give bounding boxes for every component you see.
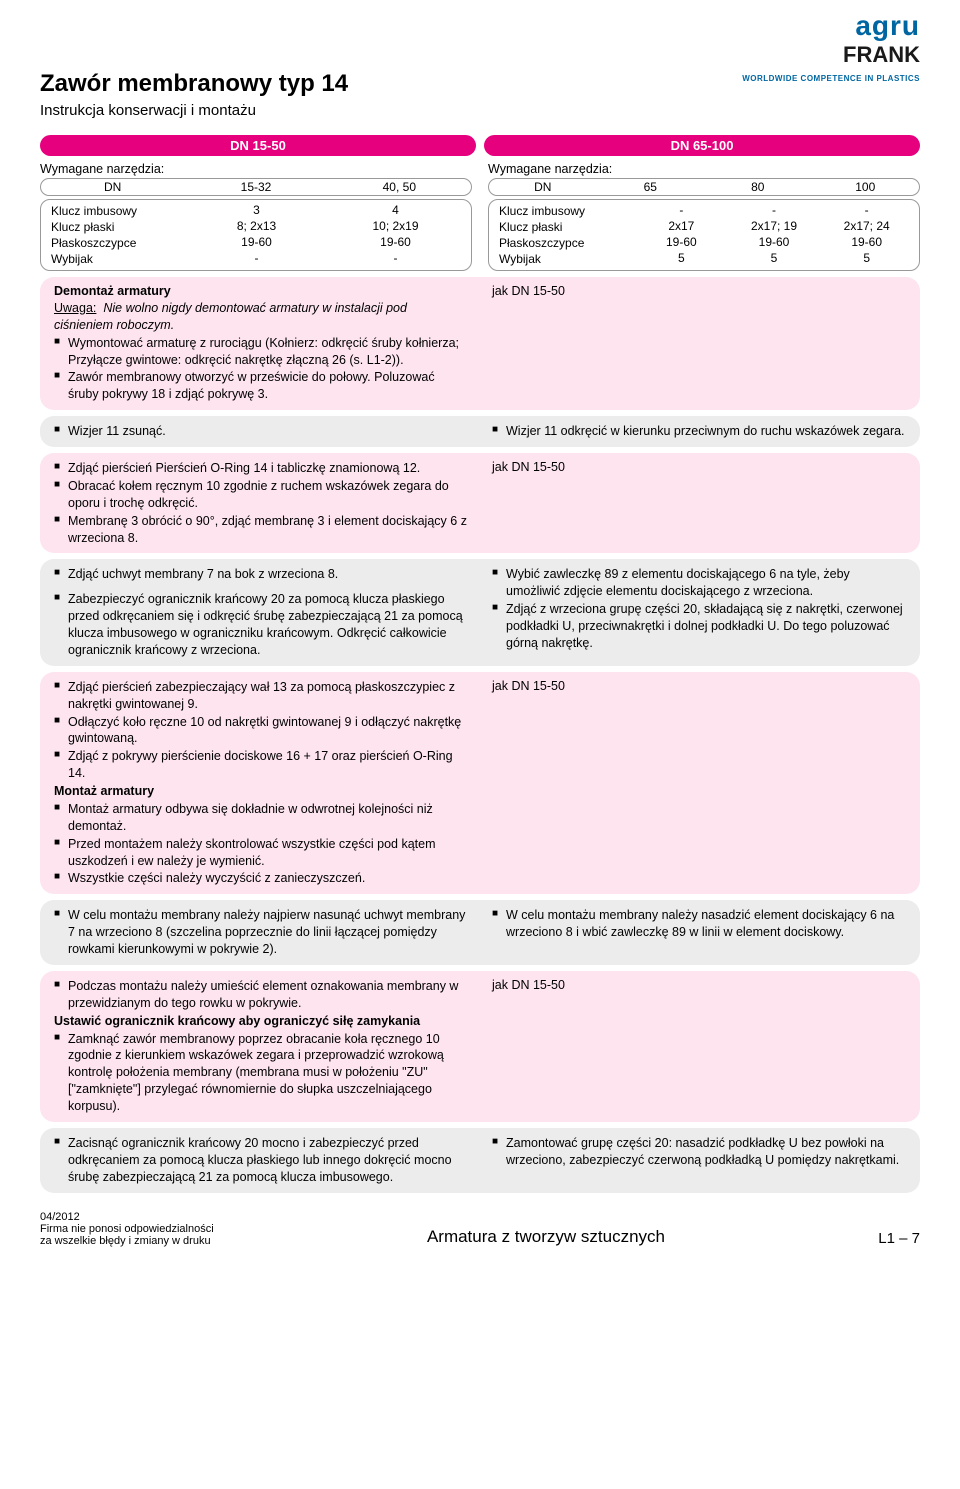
cell: DN (41, 179, 184, 195)
list-item: Wybić zawleczkę 89 z elementu dociskając… (492, 566, 906, 600)
list-item: Zamknąć zawór membranowy poprzez obracan… (54, 1031, 468, 1115)
cell: 80 (704, 179, 812, 195)
section-montaz: Zdjąć pierścień zabezpieczający wał 13 z… (40, 672, 920, 895)
tools-title-left: Wymagane narzędzia: (40, 162, 472, 176)
cell: Płaskoszczypce (495, 235, 635, 251)
right-note: jak DN 15-50 (492, 459, 565, 476)
list-item: Wszystkie części należy wyczyścić z zani… (54, 870, 468, 887)
right-note: jak DN 15-50 (492, 283, 565, 300)
page-footer: 04/2012 Firma nie ponosi odpowiedzialnoś… (40, 1211, 920, 1247)
cell: Klucz imbusowy (495, 203, 635, 219)
cell: 19-60 (187, 235, 326, 251)
list-item: Podczas montażu należy umieścić element … (54, 978, 468, 1012)
cell: Klucz płaski (47, 219, 187, 235)
cell: 10; 2x19 (326, 219, 465, 235)
dn-header-left: DN 15-50 (40, 135, 476, 156)
list-item: W celu montażu membrany należy nasadzić … (492, 907, 906, 941)
logo-frank: FRANK (742, 42, 920, 68)
cell: 5 (820, 251, 913, 267)
list-item: Zdjąć pierścień Pierścień O-Ring 14 i ta… (54, 460, 468, 477)
tools-block: Wymagane narzędzia: DN 15-32 40, 50 Kluc… (40, 162, 920, 271)
cell: 100 (812, 179, 920, 195)
cell: Klucz płaski (495, 219, 635, 235)
uwaga-label: Uwaga: (54, 301, 96, 315)
tools-right-head: DN 65 80 100 (488, 178, 920, 196)
list-item: Odłączyć koło ręczne 10 od nakrętki gwin… (54, 714, 468, 748)
brand-logo: agru FRANK WORLDWIDE COMPETENCE IN PLAST… (742, 10, 920, 86)
section-pierscien: Zdjąć pierścień Pierścień O-Ring 14 i ta… (40, 453, 920, 553)
demontaz-heading: Demontaż armatury (54, 283, 468, 300)
cell: 19-60 (326, 235, 465, 251)
footer-page-number: L1 – 7 (878, 1230, 920, 1247)
list-item: Wymontować armaturę z rurociągu (Kołnier… (54, 335, 468, 369)
cell: 40, 50 (328, 179, 471, 195)
cell: 2x17; 24 (820, 219, 913, 235)
cell: Wybijak (495, 251, 635, 267)
cell: 2x17 (635, 219, 728, 235)
footer-date: 04/2012 (40, 1211, 214, 1223)
list-item: Montaż armatury odbywa się dokładnie w o… (54, 801, 468, 835)
list-item: Zacisnąć ogranicznik krańcowy 20 mocno i… (54, 1135, 468, 1186)
cell: - (326, 251, 465, 267)
section-ogranicznik: Podczas montażu należy umieścić element … (40, 971, 920, 1122)
list-item: Wizjer 11 odkręcić w kierunku przeciwnym… (492, 423, 906, 440)
cell: - (635, 203, 728, 219)
ogranicznik-heading: Ustawić ogranicznik krańcowy aby ogranic… (54, 1013, 468, 1030)
list-item: Zdjąć z pokrywy pierścienie dociskowe 16… (54, 748, 468, 782)
tools-left-body: Klucz imbusowy34 Klucz płaski8; 2x1310; … (40, 199, 472, 271)
cell: Klucz imbusowy (47, 203, 187, 219)
cell: 3 (187, 203, 326, 219)
cell: - (187, 251, 326, 267)
list-item: Obracać kołem ręcznym 10 zgodnie z ruche… (54, 478, 468, 512)
footer-disclaimer-1: Firma nie ponosi odpowiedzialności (40, 1223, 214, 1235)
cell: 15-32 (184, 179, 327, 195)
section-zacisnac: Zacisnąć ogranicznik krańcowy 20 mocno i… (40, 1128, 920, 1193)
right-note: jak DN 15-50 (492, 977, 565, 994)
cell: - (728, 203, 821, 219)
cell: 19-60 (635, 235, 728, 251)
right-note: jak DN 15-50 (492, 678, 565, 695)
list-item: Zamontować grupę części 20: nasadzić pod… (492, 1135, 906, 1169)
logo-tagline: WORLDWIDE COMPETENCE IN PLASTICS (742, 74, 920, 83)
dn-header-right: DN 65-100 (484, 135, 920, 156)
cell: 5 (728, 251, 821, 267)
list-item: Zdjąć uchwyt membrany 7 na bok z wrzecio… (54, 566, 468, 583)
montaz-heading: Montaż armatury (54, 783, 468, 800)
page: agru FRANK WORLDWIDE COMPETENCE IN PLAST… (0, 0, 960, 1267)
cell: 8; 2x13 (187, 219, 326, 235)
cell: 2x17; 19 (728, 219, 821, 235)
list-item: Zdjąć z wrzeciona grupę części 20, skład… (492, 601, 906, 652)
list-item: Zdjąć pierścień zabezpieczający wał 13 z… (54, 679, 468, 713)
cell: 4 (326, 203, 465, 219)
cell: - (820, 203, 913, 219)
dn-header-row: DN 15-50 DN 65-100 (40, 135, 920, 156)
tools-right-body: Klucz imbusowy--- Klucz płaski2x172x17; … (488, 199, 920, 271)
page-subtitle: Instrukcja konserwacji i montażu (40, 102, 920, 119)
cell: Płaskoszczypce (47, 235, 187, 251)
logo-agru: agru (855, 10, 920, 42)
cell: DN (489, 179, 597, 195)
footer-disclaimer-2: za wszelkie błędy i zmiany w druku (40, 1235, 214, 1247)
uwaga-text: Nie wolno nigdy demontować armatury w in… (54, 301, 407, 332)
section-montaz-membrany: W celu montażu membrany należy najpierw … (40, 900, 920, 965)
footer-left: 04/2012 Firma nie ponosi odpowiedzialnoś… (40, 1211, 214, 1247)
list-item: Zawór membranowy otworzyć w prześwicie d… (54, 369, 468, 403)
list-item: Zabezpieczyć ogranicznik krańcowy 20 za … (54, 591, 468, 659)
list-item: Przed montażem należy skontrolować wszys… (54, 836, 468, 870)
tools-title-right: Wymagane narzędzia: (488, 162, 920, 176)
tools-left-head: DN 15-32 40, 50 (40, 178, 472, 196)
footer-center: Armatura z tworzyw sztucznych (427, 1227, 665, 1247)
cell: Wybijak (47, 251, 187, 267)
section-wizjer: Wizjer 11 zsunąć. Wizjer 11 odkręcić w k… (40, 416, 920, 447)
list-item: Membranę 3 obrócić o 90°, zdjąć membranę… (54, 513, 468, 547)
cell: 19-60 (820, 235, 913, 251)
cell: 5 (635, 251, 728, 267)
list-item: Wizjer 11 zsunąć. (54, 423, 468, 440)
cell: 19-60 (728, 235, 821, 251)
section-demontaz: Demontaż armatury Uwaga: Nie wolno nigdy… (40, 277, 920, 410)
cell: 65 (597, 179, 705, 195)
list-item: W celu montażu membrany należy najpierw … (54, 907, 468, 958)
section-uchwyt: Zdjąć uchwyt membrany 7 na bok z wrzecio… (40, 559, 920, 665)
